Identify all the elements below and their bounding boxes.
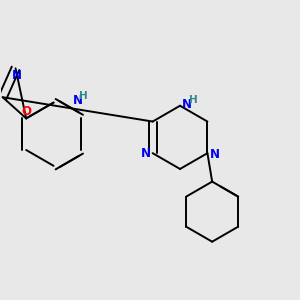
Text: N: N [141, 147, 151, 160]
Text: H: H [189, 95, 198, 105]
Text: H: H [79, 91, 88, 101]
Text: N: N [12, 69, 22, 82]
Text: O: O [21, 105, 31, 118]
Text: N: N [182, 98, 192, 111]
Text: N: N [73, 94, 83, 107]
Text: N: N [209, 148, 219, 161]
